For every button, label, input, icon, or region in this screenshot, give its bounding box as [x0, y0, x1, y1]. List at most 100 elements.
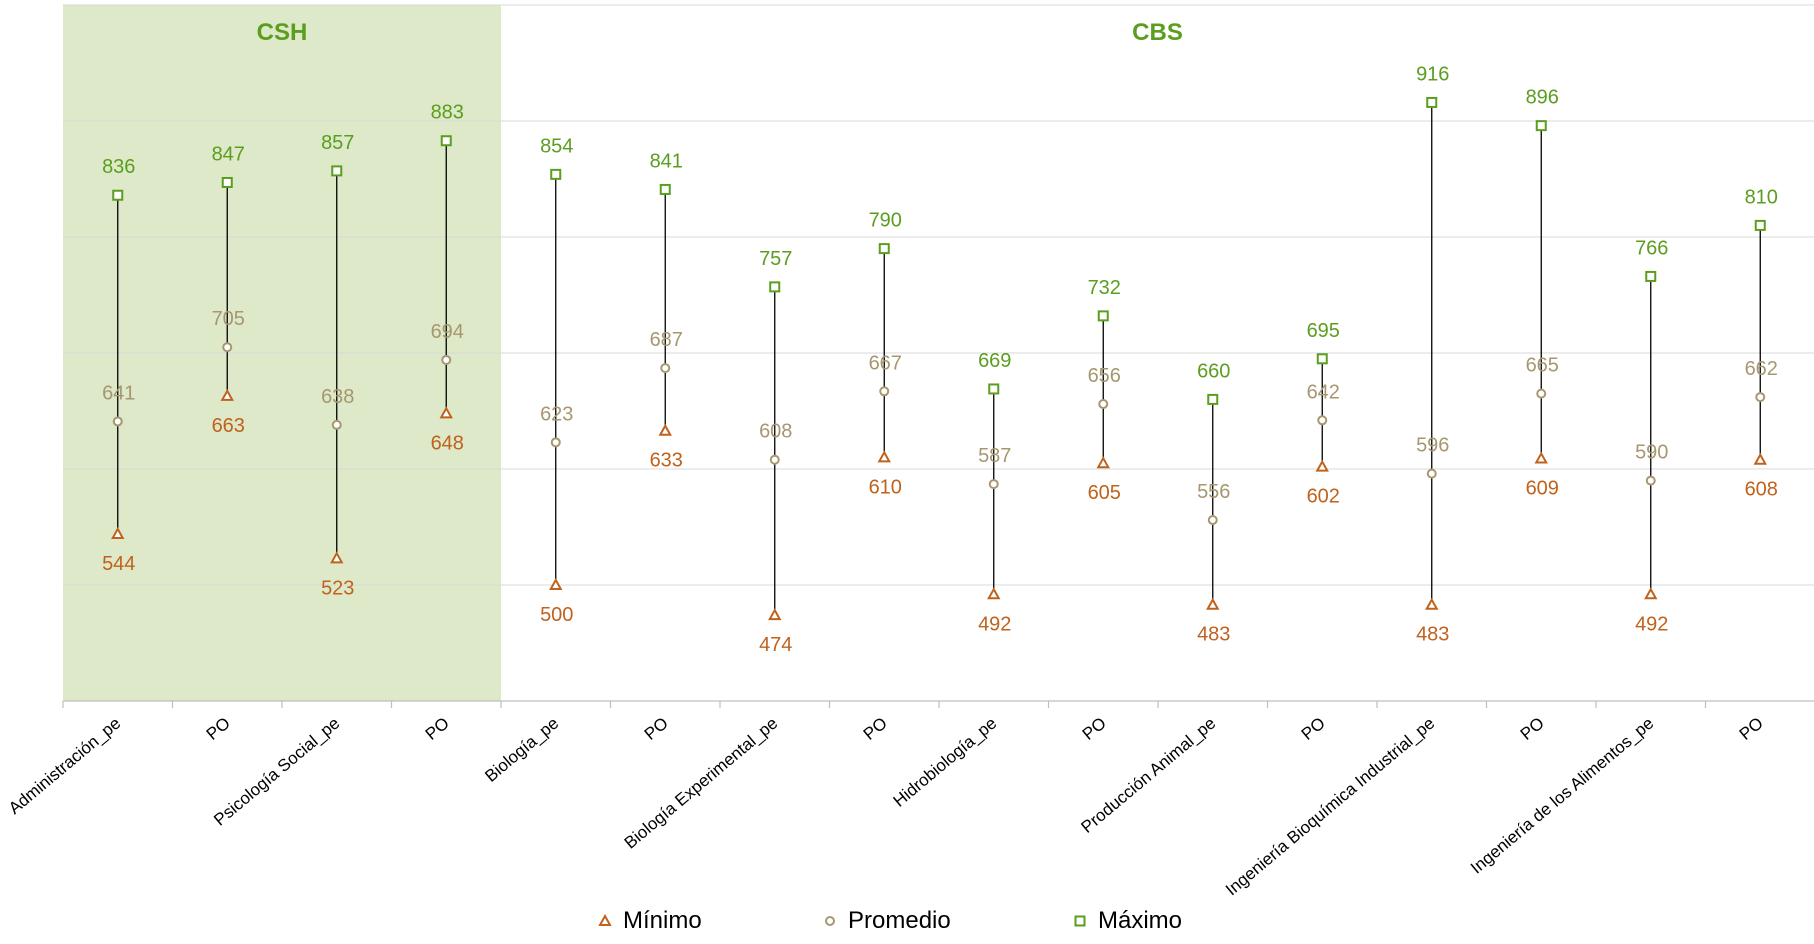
data-label: 790: [869, 210, 902, 232]
point-square: [769, 281, 781, 293]
data-label: 732: [1088, 277, 1121, 299]
data-label: 841: [650, 150, 683, 172]
data-label: 483: [1416, 624, 1449, 646]
x-tick-label: PO: [1079, 714, 1110, 744]
point-square: [440, 135, 452, 147]
data-label: 705: [212, 308, 245, 330]
legend-label: Mínimo: [623, 907, 702, 934]
x-tick-label: PO: [860, 714, 891, 744]
point-triangle: [1425, 597, 1439, 610]
legend-marker-triangle: [598, 913, 612, 926]
data-label: 810: [1745, 186, 1778, 208]
data-label: 883: [431, 102, 464, 124]
point-circle: [112, 416, 123, 427]
data-label: 896: [1526, 87, 1559, 109]
point-square: [1097, 310, 1109, 322]
point-circle: [879, 386, 890, 397]
data-label: 656: [1088, 365, 1121, 387]
point-triangle: [768, 608, 782, 621]
x-tick-label: PO: [1736, 714, 1767, 744]
data-label: 623: [540, 403, 573, 425]
point-square: [221, 176, 233, 188]
data-label: 662: [1745, 358, 1778, 380]
x-tick-label: Biología_pe: [481, 714, 562, 786]
legend-label: Promedio: [848, 907, 951, 934]
data-label: 669: [978, 350, 1011, 372]
point-square: [1645, 270, 1657, 282]
data-label: 602: [1307, 486, 1340, 508]
legend-item: Máximo: [1074, 907, 1182, 934]
point-triangle: [1644, 587, 1658, 600]
data-label: 642: [1307, 381, 1340, 403]
data-label: 556: [1197, 481, 1230, 503]
point-triangle: [1096, 456, 1110, 469]
point-triangle: [549, 577, 563, 590]
group-label: CBS: [1132, 19, 1183, 46]
point-circle: [988, 479, 999, 490]
point-triangle: [1534, 451, 1548, 464]
point-triangle: [658, 423, 672, 436]
point-triangle: [1315, 459, 1329, 472]
data-label: 608: [759, 421, 792, 443]
point-triangle: [877, 450, 891, 463]
legend-item: Promedio: [825, 907, 951, 934]
legend-label: Máximo: [1098, 907, 1182, 934]
x-tick-label: PO: [1517, 714, 1548, 744]
x-tick-label: Hidrobiología_pe: [890, 714, 1001, 811]
data-label: 608: [1745, 479, 1778, 501]
point-square: [1207, 393, 1219, 405]
x-tick-label: Administración_pe: [5, 714, 124, 818]
point-triangle: [220, 388, 234, 401]
data-label: 523: [321, 577, 354, 599]
data-label: 638: [321, 386, 354, 408]
data-label: 492: [1635, 613, 1668, 635]
point-circle: [1207, 515, 1218, 526]
point-circle: [550, 437, 561, 448]
point-square: [1316, 353, 1328, 365]
data-label: 605: [1088, 482, 1121, 504]
data-label: 633: [650, 450, 683, 472]
x-tick-label: PO: [422, 714, 453, 744]
group-label: CSH: [257, 19, 308, 46]
data-label: 474: [759, 634, 792, 656]
data-label: 500: [540, 604, 573, 626]
data-label: 648: [431, 432, 464, 454]
point-square: [659, 183, 671, 195]
data-label: 667: [869, 352, 902, 374]
data-label: 836: [102, 156, 135, 178]
x-tick-label: PO: [203, 714, 234, 744]
point-triangle: [1206, 597, 1220, 610]
data-label: 544: [102, 553, 135, 575]
point-square: [1754, 219, 1766, 231]
point-circle: [1317, 415, 1328, 426]
data-label: 663: [212, 415, 245, 437]
point-triangle: [1753, 452, 1767, 465]
data-label: 609: [1526, 478, 1559, 500]
data-label: 587: [978, 445, 1011, 467]
point-square: [331, 165, 343, 177]
x-tick-label: PO: [641, 714, 672, 744]
point-square: [112, 189, 124, 201]
data-label: 854: [540, 135, 573, 157]
data-label: 492: [978, 613, 1011, 635]
point-circle: [769, 454, 780, 465]
point-square: [988, 383, 1000, 395]
data-label: 857: [321, 132, 354, 154]
data-label: 847: [212, 143, 245, 165]
legend-marker-square: [1074, 915, 1086, 927]
point-circle: [1098, 399, 1109, 410]
data-label: 695: [1307, 320, 1340, 342]
data-label: 665: [1526, 355, 1559, 377]
data-label: 596: [1416, 435, 1449, 457]
point-square: [878, 243, 890, 255]
point-triangle: [987, 587, 1001, 600]
data-label: 916: [1416, 63, 1449, 85]
point-triangle: [330, 551, 344, 564]
point-circle: [331, 419, 342, 430]
point-circle: [441, 354, 452, 365]
data-label: 687: [650, 329, 683, 351]
data-label: 757: [759, 248, 792, 270]
data-label: 766: [1635, 237, 1668, 259]
